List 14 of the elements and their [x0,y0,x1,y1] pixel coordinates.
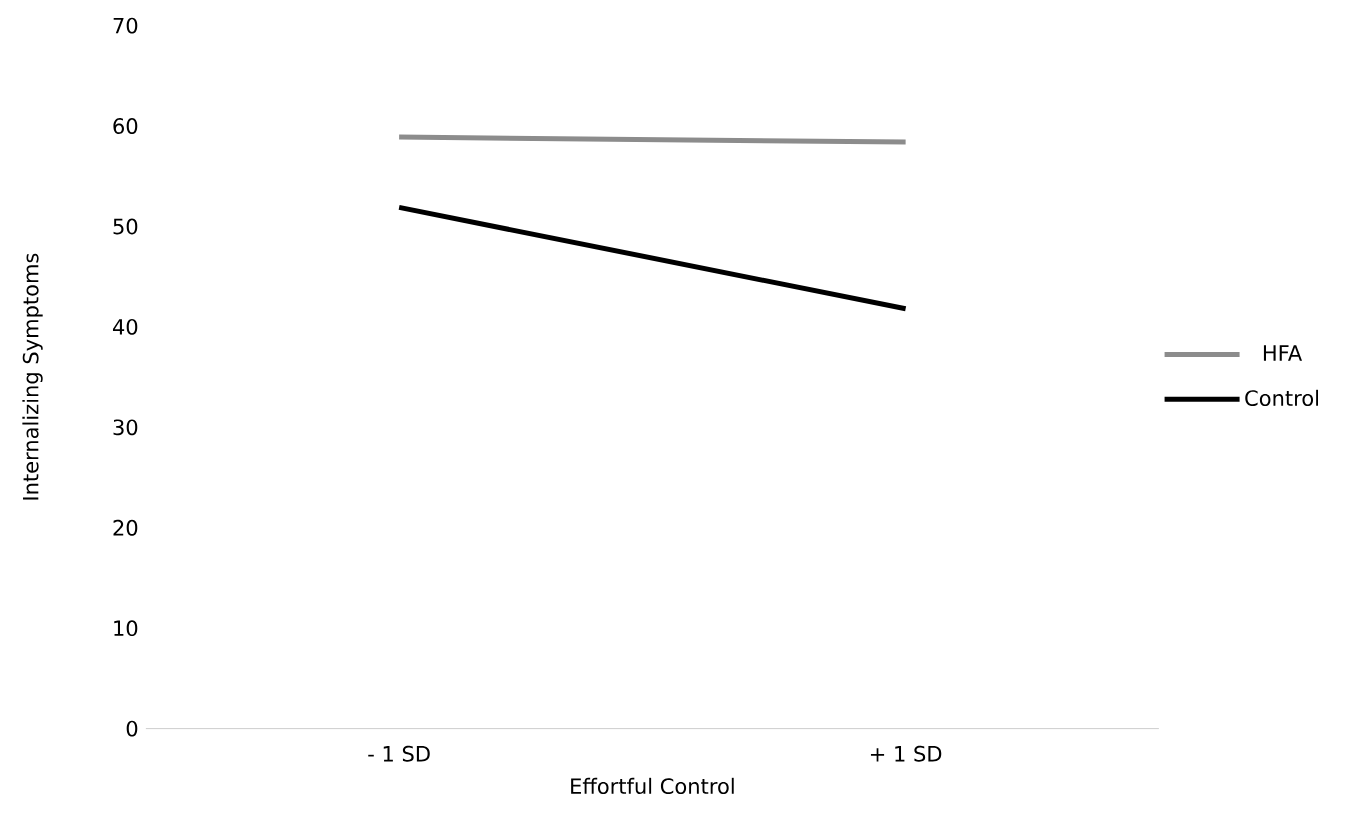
y-axis-title: Internalizing Symptoms [22,253,43,500]
y-tick-label: 10 [114,620,138,637]
y-tick-label: 60 [113,118,138,134]
y-tick-label: 0 [126,720,138,737]
y-tick-label: 50 [113,218,138,235]
y-tick-label: 20 [113,519,138,536]
legend-label: HFA [1263,345,1303,361]
x-tick-label: - 1 SD [368,745,430,762]
y-tick-label: 40 [112,318,138,335]
x-tick-label: + 1 SD [870,745,942,762]
x-axis-title: Effortful Control [571,777,734,795]
y-tick-label: 30 [113,419,138,436]
legend-label: Control [1245,389,1319,407]
y-tick-label: 70 [113,17,138,34]
